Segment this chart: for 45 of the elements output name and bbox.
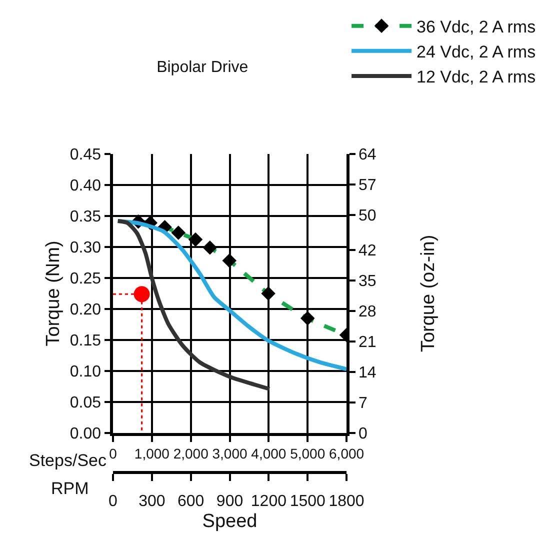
x-axis-title: Speed — [202, 510, 258, 532]
x2-tick-label: 1800 — [328, 492, 364, 510]
x-tick-label: 0 — [109, 446, 118, 462]
x2-tick-label: 1500 — [290, 492, 326, 510]
y-tick-label: 0.00 — [70, 426, 102, 443]
y2-tick-label: 21 — [358, 334, 376, 352]
y-tick-label: 0.40 — [70, 178, 102, 195]
x-tick-label: 6,000 — [329, 446, 364, 462]
y2-tick-label: 64 — [358, 146, 376, 164]
y2-tick-label: 35 — [358, 273, 376, 290]
y-tick-label: 0.25 — [70, 270, 102, 288]
y2-tick-label: 50 — [358, 208, 376, 225]
x2-tick-label: 1200 — [250, 492, 287, 510]
text: RPM — [51, 479, 89, 498]
y-tick-label: 0.45 — [70, 146, 102, 164]
x-tick-label: 4,000 — [251, 446, 286, 462]
x2-tick-label: 900 — [216, 492, 244, 510]
y2-axis-title: Torque (oz-in) — [418, 234, 440, 352]
y-tick-label: 0.30 — [70, 240, 102, 257]
y-tick-label: 0.15 — [70, 332, 102, 350]
legend-label: 12 Vdc, 2 A rms — [416, 68, 536, 87]
legend-label: 24 Vdc, 2 A rms — [416, 42, 536, 62]
legend-label: 36 Vdc, 2 A rms — [416, 17, 536, 36]
y-tick-label: 0.35 — [70, 208, 102, 226]
y2-tick-label: 42 — [358, 242, 376, 260]
point — [134, 286, 150, 302]
y2-tick-label: 14 — [358, 364, 376, 382]
x2-tick-label: 600 — [177, 492, 204, 510]
x-tick-label: 5,000 — [290, 446, 326, 462]
y2-tick-label: 28 — [358, 304, 376, 321]
y2-tick-label: 7 — [358, 395, 368, 412]
x-tick-label: 1,000 — [134, 446, 170, 462]
y-axis-title: Torque (Nm) — [42, 240, 64, 346]
chart-title: Bipolar Drive — [156, 58, 248, 76]
y2-tick-label: 57 — [358, 177, 376, 194]
y-tick-label: 0.05 — [70, 394, 102, 412]
x-tick-label: 2,000 — [173, 446, 209, 462]
y-tick-label: 0.20 — [70, 302, 102, 319]
text: Steps/Sec — [29, 451, 107, 470]
y2-tick-label: 0 — [358, 426, 368, 443]
y-tick-label: 0.10 — [70, 364, 102, 381]
line-series — [116, 218, 272, 391]
x2-tick-label: 300 — [138, 492, 166, 510]
x2-tick-label: 0 — [108, 492, 118, 510]
x-tick-label: 3,000 — [212, 446, 248, 462]
